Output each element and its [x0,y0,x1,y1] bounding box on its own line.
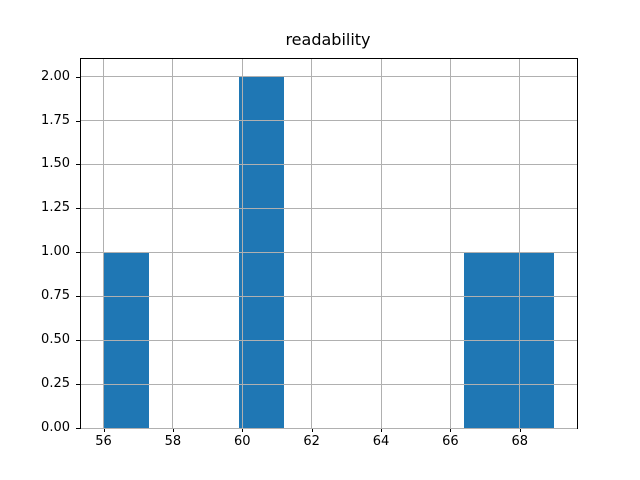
x-tick-label: 62 [303,434,320,449]
gridline [311,59,313,428]
gridline [81,163,577,165]
gridline [449,59,451,428]
gridline [81,76,577,78]
y-tick-label: 1.75 [41,112,70,128]
tick-mark [76,384,80,386]
tick-mark [76,252,80,254]
tick-mark [76,428,80,429]
x-tick-label: 56 [95,434,112,449]
tick-mark [450,428,452,432]
gridline [519,59,521,428]
y-tick-label: 0.25 [41,376,70,392]
tick-mark [76,120,80,122]
tick-mark [76,296,80,298]
tick-mark [76,164,80,166]
tick-mark [242,428,244,432]
y-tick-label: 0.50 [41,332,70,348]
gridline [81,295,577,297]
x-tick-label: 60 [234,434,251,449]
y-tick-label: 2.00 [41,68,70,84]
gridline [81,383,577,385]
tick-mark [103,428,105,432]
y-tick-label: 0.75 [41,288,70,304]
y-tick-label: 1.25 [41,200,70,216]
tick-mark [381,428,383,432]
x-tick-label: 64 [372,434,390,449]
gridline [380,59,382,428]
tick-mark [519,428,521,432]
gridline [81,427,577,429]
tick-mark [76,340,80,342]
gridline [241,59,243,428]
x-tick-label: 68 [511,434,529,449]
tick-mark [76,76,80,78]
tick-mark [172,428,174,432]
chart-title: readability [285,30,371,49]
y-tick-label: 1.50 [41,156,70,172]
y-tick-label: 1.00 [41,244,70,260]
tick-mark [76,208,80,210]
gridline [81,207,577,209]
gridline [81,339,577,341]
plot-area [80,58,578,429]
gridline [103,59,105,428]
tick-mark [311,428,313,432]
x-tick-label: 66 [442,434,459,449]
y-tick-label: 0.00 [41,420,70,435]
gridline [81,120,577,121]
gridline [81,251,577,253]
gridline [172,59,174,428]
x-tick-label: 58 [164,434,182,449]
